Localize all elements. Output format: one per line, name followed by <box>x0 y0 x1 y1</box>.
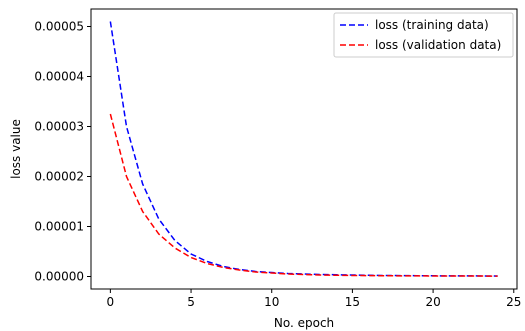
series-line-validation <box>109 113 498 277</box>
y-tick-label: 0.00001 <box>34 220 84 234</box>
x-axis-label: No. epoch <box>274 316 334 330</box>
x-tick-label: 25 <box>506 295 521 309</box>
x-tick-label: 5 <box>187 295 195 309</box>
y-tick-label: 0.00000 <box>34 270 84 284</box>
y-tick-label: 0.00002 <box>34 170 84 184</box>
y-axis-ticks: 0.00000 0.00001 0.00002 0.00003 0.00004 0.000… <box>34 20 91 284</box>
x-tick-label: 20 <box>425 295 440 309</box>
x-tick-label: 0 <box>107 295 115 309</box>
legend-box <box>333 12 514 58</box>
legend-label-validation: loss (validation data) <box>375 38 501 52</box>
plot-frame <box>90 8 518 290</box>
y-tick-label: 0.00005 <box>34 20 84 34</box>
series-layer <box>109 21 498 277</box>
legend-label-training: loss (training data) <box>375 18 489 32</box>
x-tick-label: 15 <box>345 295 360 309</box>
y-tick-label: 0.00003 <box>34 120 84 134</box>
y-axis-label: loss value <box>9 119 23 179</box>
x-axis-ticks: 0 5 10 15 20 25 <box>107 289 521 309</box>
y-tick-label: 0.00004 <box>34 70 84 84</box>
x-tick-label: 10 <box>264 295 279 309</box>
legend: loss (training data) loss (validation da… <box>333 12 514 58</box>
